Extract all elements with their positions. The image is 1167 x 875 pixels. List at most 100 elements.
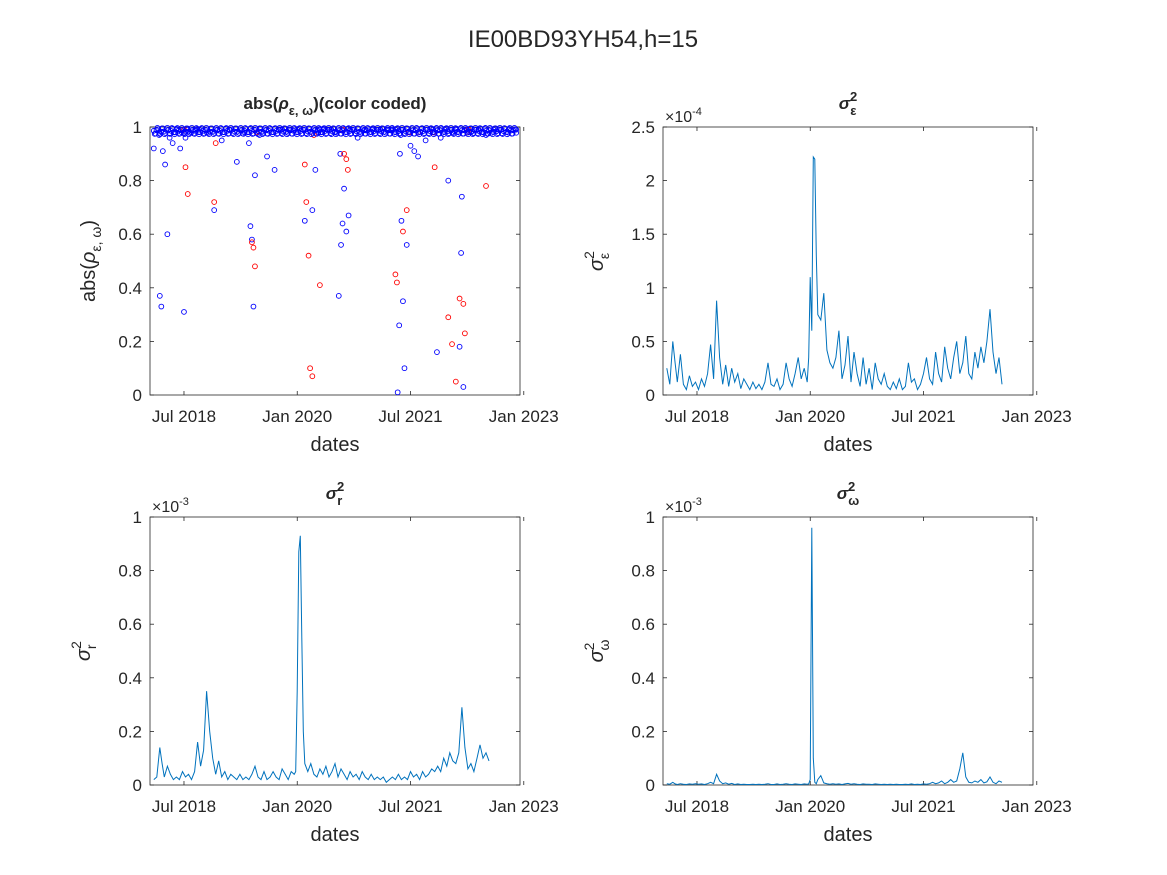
scatter-point xyxy=(512,126,519,133)
y-tick-label: 0 xyxy=(646,386,655,405)
scatter-point xyxy=(403,242,410,248)
subplot-3: Jul 2018 Jan 2020 Jul 2021 Jan 2023 0 0.2 0.4 0… xyxy=(68,479,559,846)
scatter-point xyxy=(449,341,455,347)
x-axis-label: dates xyxy=(824,434,873,456)
y-tick-label: 0.4 xyxy=(118,279,142,298)
scatter-point xyxy=(397,150,403,157)
y-tick-label: 0.4 xyxy=(118,669,142,688)
scatter-point xyxy=(159,148,166,154)
scatter-point xyxy=(392,271,399,278)
y-tick-label: 0.6 xyxy=(118,225,142,244)
scatter-point xyxy=(177,145,184,152)
scatter-point xyxy=(309,207,316,213)
y-tick-label: 0.2 xyxy=(118,722,142,741)
y-axis-label: σ2ω xyxy=(581,640,612,663)
scatter-point xyxy=(312,167,319,173)
x-tick-label: Jan 2023 xyxy=(489,797,559,816)
scatter-point xyxy=(394,279,400,286)
scatter-point xyxy=(249,236,255,243)
y-tick-label: 0.8 xyxy=(118,562,142,581)
scatter-point xyxy=(511,125,518,131)
scatter-point xyxy=(156,292,163,299)
scatter-point xyxy=(162,161,168,168)
y-tick-label: 0.4 xyxy=(631,669,655,688)
scatter-point xyxy=(445,177,452,184)
x-tick-label: Jul 2018 xyxy=(152,797,216,816)
y-tick-label: 2.5 xyxy=(631,118,655,137)
scatter-point xyxy=(169,140,176,146)
scatter-point xyxy=(166,134,173,141)
x-tick-label: Jul 2018 xyxy=(152,407,216,426)
scatter-point xyxy=(452,378,459,385)
scatter-point xyxy=(218,137,225,144)
y-tick-label: 1 xyxy=(133,118,142,137)
scatter-point xyxy=(305,252,312,259)
scatter-point xyxy=(182,164,189,171)
y-tick-label: 0 xyxy=(646,776,655,795)
x-axis-label: dates xyxy=(824,824,873,846)
scatter-point xyxy=(462,330,468,337)
x-tick-label: Jul 2018 xyxy=(665,797,729,816)
x-tick-label: Jul 2021 xyxy=(891,797,955,816)
series-line xyxy=(666,527,1003,786)
y-tick-label: 0 xyxy=(133,776,142,795)
scatter-point xyxy=(339,220,346,227)
scatter-point xyxy=(459,193,465,200)
x-tick-label: Jan 2020 xyxy=(775,797,845,816)
subplot-4: Jul 2018 Jan 2020 Jul 2021 Jan 2023 0 0.2 0.4 0… xyxy=(581,479,1072,846)
scatter-point xyxy=(233,158,240,165)
scatter-point xyxy=(344,167,351,173)
x-tick-label: Jul 2021 xyxy=(891,407,955,426)
scatter-point xyxy=(212,140,219,146)
y-tick-label: 0.5 xyxy=(631,332,655,351)
y-tick-label: 0.8 xyxy=(118,172,142,191)
axes-box xyxy=(662,126,1034,396)
scatter-point xyxy=(337,150,344,157)
scatter-point xyxy=(513,129,520,136)
scatter-point xyxy=(445,314,452,321)
scatter-point xyxy=(422,137,429,144)
subplot-title: σ2 ω xyxy=(837,479,860,508)
y-tick-label: 2 xyxy=(646,172,655,191)
scatter-point xyxy=(396,322,403,329)
y-tick-label: 0.6 xyxy=(118,615,142,634)
scatter-point xyxy=(460,301,467,307)
x-tick-label: Jan 2020 xyxy=(262,407,332,426)
scatter-point xyxy=(181,309,187,315)
scatter-point xyxy=(343,156,350,163)
subplot-title: abs(ρε, ω)(color coded) xyxy=(244,94,427,118)
x-tick-label: Jan 2023 xyxy=(1002,797,1072,816)
scatter-point xyxy=(271,167,278,173)
x-tick-label: Jul 2018 xyxy=(665,407,729,426)
scatter-point xyxy=(400,298,406,305)
scatter-point xyxy=(247,223,254,230)
figure-title: IE00BD93YH54,h=15 xyxy=(468,26,698,53)
x-axis-label: dates xyxy=(311,824,360,846)
scatter-point xyxy=(345,212,352,219)
scatter-point xyxy=(317,282,323,288)
scatter-point xyxy=(250,244,257,251)
scatter-point xyxy=(431,164,438,171)
scatter-point xyxy=(301,161,308,168)
scatter-point xyxy=(343,228,350,235)
scatter-point xyxy=(246,140,252,146)
y-tick-label: 1 xyxy=(646,508,655,527)
subplot-2: Jul 2018 Jan 2020 Jul 2021 Jan 2023 0 0.5 1 1.5… xyxy=(581,89,1072,456)
scatter-point xyxy=(460,384,467,390)
scatter-point xyxy=(184,191,191,197)
scatter-point xyxy=(250,303,257,310)
scatter-point xyxy=(394,389,401,396)
y-axis-label: abs(ρε, ω) xyxy=(78,220,104,302)
scatter-point xyxy=(264,153,270,160)
y-tick-label: 1.5 xyxy=(631,225,655,244)
axis-exponent: ×10-3 xyxy=(665,496,702,516)
subplot-title: σ2 r xyxy=(326,479,345,508)
x-axis-label: dates xyxy=(311,434,360,456)
scatter-point xyxy=(301,217,308,224)
subplot-title: σ2 ε xyxy=(839,89,858,118)
subplot-1: Jul 2018 Jan 2020 Jul 2021 Jan 2023 0 0.2 0.4 0… xyxy=(78,94,559,456)
y-tick-label: 0.8 xyxy=(631,562,655,581)
scatter-point xyxy=(211,199,218,205)
y-tick-label: 1 xyxy=(646,279,655,298)
scatter-point xyxy=(458,250,464,256)
